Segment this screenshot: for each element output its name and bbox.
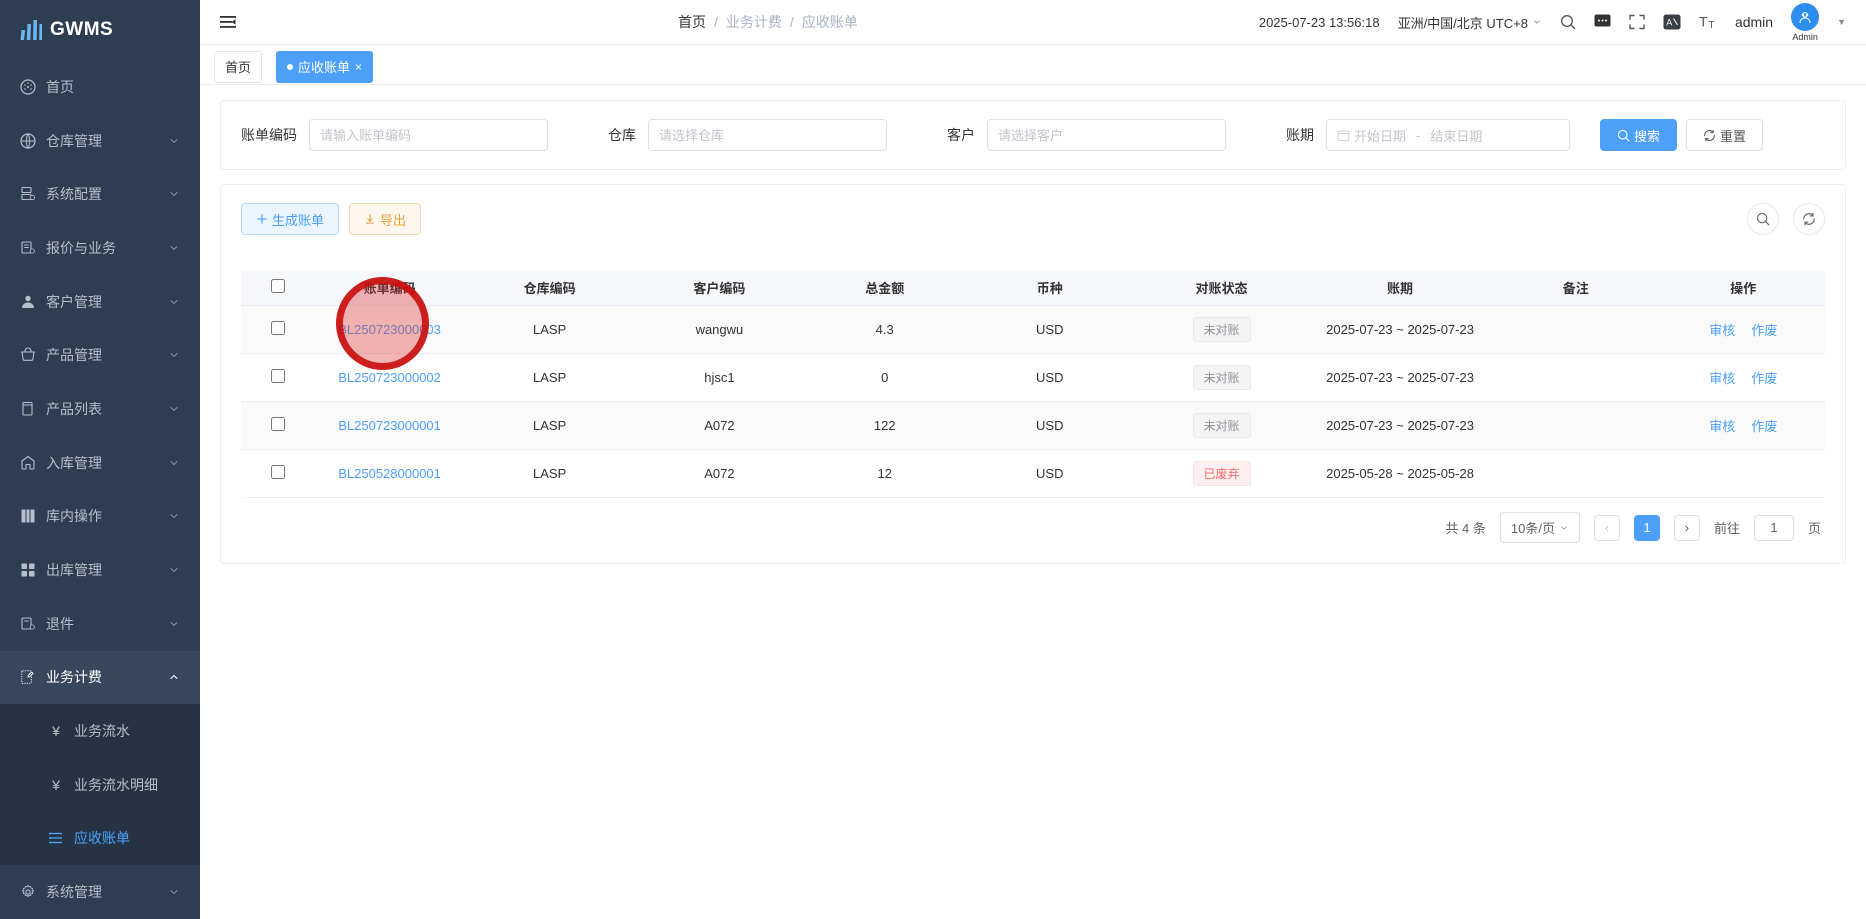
svg-text:T: T <box>1708 20 1714 30</box>
svg-text:T: T <box>1699 14 1708 30</box>
svg-text:A: A <box>1666 18 1672 28</box>
